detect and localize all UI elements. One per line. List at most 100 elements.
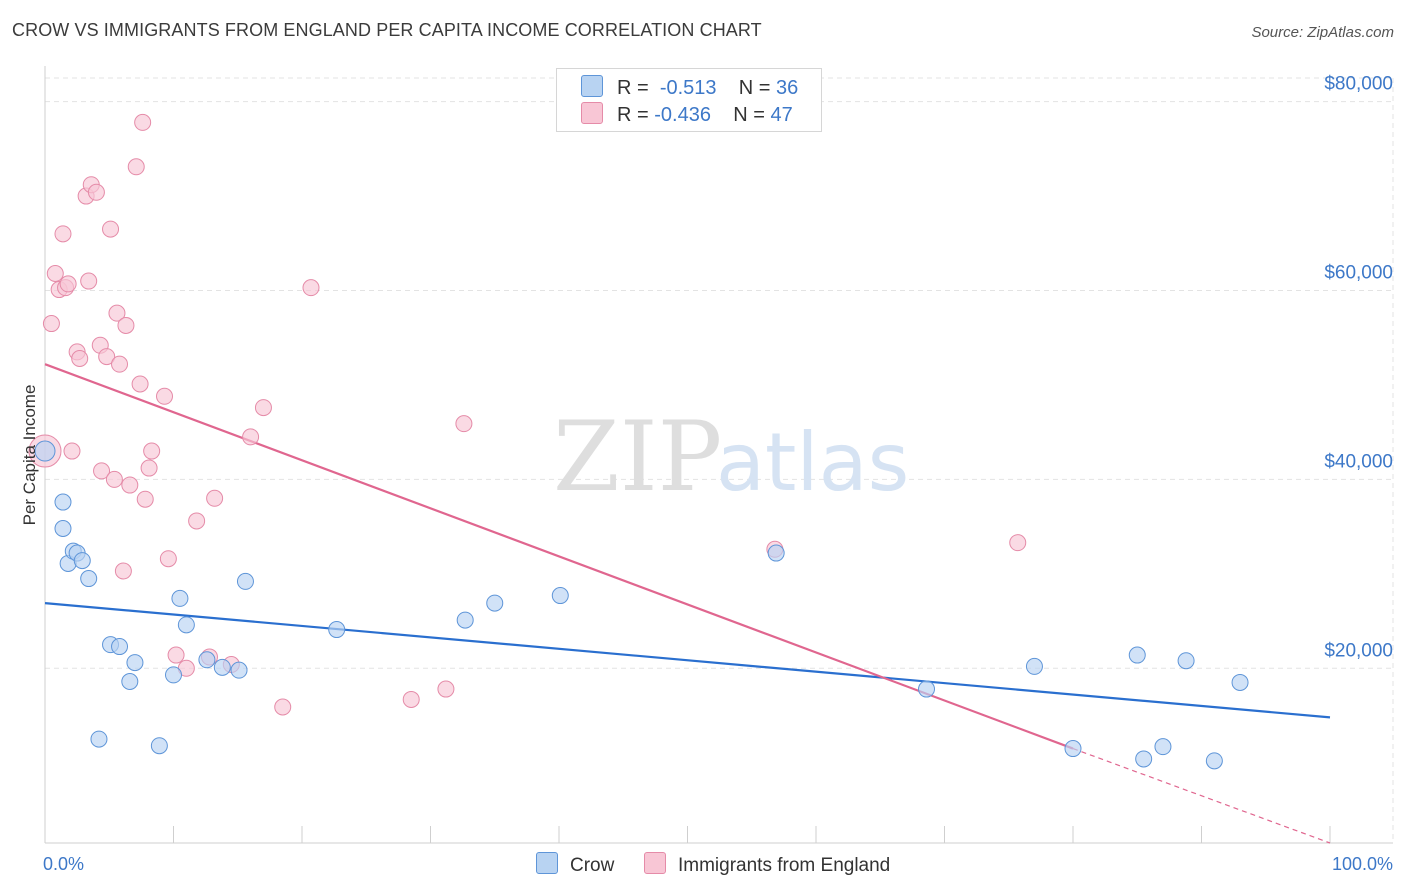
england-point — [156, 387, 174, 405]
crow-point — [1154, 738, 1172, 756]
england-point — [254, 399, 272, 417]
correlation-legend: R = -0.513 N = 36 R = -0.436 N = 47 — [556, 68, 822, 132]
crow-point — [171, 589, 189, 607]
tick-labels: $20,000 $40,000 $60,000 $80,000 0.0% 100.0% — [43, 74, 1393, 874]
england-point — [93, 462, 111, 480]
legend-n-value-crow: 36 — [776, 77, 799, 99]
crow-point — [80, 570, 98, 588]
watermark: ZIP atlas — [553, 401, 909, 513]
crow-point — [918, 680, 936, 698]
bottom-legend-england: Immigrants from England — [644, 852, 890, 877]
legend-r-label: R = — [617, 77, 649, 99]
england-point — [59, 275, 77, 293]
england-point — [143, 442, 161, 460]
source-credit: Source: ZipAtlas.com — [1251, 24, 1394, 41]
crow-point — [73, 552, 91, 570]
y-tick-label: $60,000 — [1324, 263, 1393, 284]
crow-point — [54, 520, 72, 537]
x-tick-label-max: 100.0% — [1332, 854, 1393, 874]
england-trend-extension — [1072, 747, 1331, 844]
y-tick-label: $20,000 — [1324, 640, 1393, 661]
crow-point — [1064, 740, 1082, 758]
crow-point — [1135, 750, 1153, 768]
england-point — [111, 355, 129, 373]
crow-point — [230, 661, 248, 679]
england-point — [114, 562, 132, 580]
trend-lines — [44, 363, 1331, 844]
england-point — [63, 442, 81, 460]
legend-r-label: R = — [617, 104, 649, 126]
england-points — [28, 113, 1027, 716]
crow-point — [486, 594, 504, 612]
grid-lines — [45, 77, 1394, 843]
crow-point — [126, 654, 144, 672]
watermark-zip: ZIP — [553, 401, 722, 513]
y-axis-label: Per Capita Income — [20, 385, 39, 526]
crow-points — [34, 440, 1249, 770]
england-point — [134, 113, 152, 131]
legend-n-value-england: 47 — [770, 104, 793, 126]
england-point — [102, 220, 120, 238]
crow-point — [111, 638, 129, 656]
legend-row-england: R = -0.436 N = 47 — [581, 102, 793, 126]
england-point — [108, 304, 126, 322]
crow-point — [1025, 657, 1043, 675]
england-point — [402, 690, 420, 708]
england-point — [206, 489, 224, 507]
bottom-legend-england-label: Immigrants from England — [678, 855, 891, 876]
england-point — [80, 272, 98, 290]
england-point — [437, 680, 455, 698]
england-point — [127, 158, 145, 176]
legend-n-label: N = — [733, 104, 765, 126]
england-point — [105, 470, 123, 488]
crow-point — [150, 737, 168, 755]
england-point — [71, 350, 89, 367]
crow-point — [1231, 673, 1249, 691]
crow-trend-line — [44, 602, 1331, 719]
england-point — [167, 646, 185, 664]
england-point — [117, 316, 135, 334]
y-tick-label: $80,000 — [1324, 74, 1393, 95]
crow-point — [121, 673, 139, 690]
legend-swatch-crow — [581, 75, 603, 97]
crow-point — [34, 440, 56, 462]
england-point — [1009, 534, 1027, 552]
chart-title: CROW VS IMMIGRANTS FROM ENGLAND PER CAPI… — [12, 20, 762, 40]
crow-point — [767, 544, 785, 562]
england-point — [136, 490, 154, 508]
bottom-swatch-england — [644, 852, 666, 874]
england-point — [455, 415, 473, 433]
bottom-legend-crow: Crow — [536, 852, 614, 877]
crow-point — [328, 621, 346, 639]
crow-point — [456, 611, 474, 629]
crow-point — [236, 572, 254, 590]
england-point — [131, 375, 149, 393]
crow-point — [551, 587, 569, 605]
crow-point — [177, 616, 195, 634]
crow-point — [1177, 652, 1195, 670]
watermark-atlas: atlas — [716, 416, 909, 509]
crow-point — [198, 651, 216, 669]
x-tick-label-min: 0.0% — [43, 854, 84, 874]
legend-row-crow: R = -0.513 N = 36 — [581, 75, 798, 99]
england-point — [46, 265, 64, 282]
crow-point — [54, 493, 72, 511]
england-point — [159, 550, 177, 568]
england-trend-line — [44, 363, 1074, 750]
legend-r-value-england: -0.436 — [654, 104, 711, 126]
bottom-legend-crow-label: Crow — [570, 855, 615, 876]
england-point — [188, 512, 206, 530]
crow-point — [165, 666, 182, 684]
england-point — [302, 279, 320, 297]
crow-point — [1205, 752, 1223, 770]
england-point — [274, 698, 292, 716]
legend-swatch-england — [581, 102, 603, 124]
y-tick-label: $40,000 — [1324, 451, 1393, 472]
bottom-swatch-crow — [536, 852, 558, 874]
legend-r-value-crow: -0.513 — [659, 77, 717, 99]
england-point — [42, 315, 60, 333]
crow-point — [213, 658, 231, 676]
england-point — [140, 459, 158, 477]
england-point — [121, 476, 139, 494]
